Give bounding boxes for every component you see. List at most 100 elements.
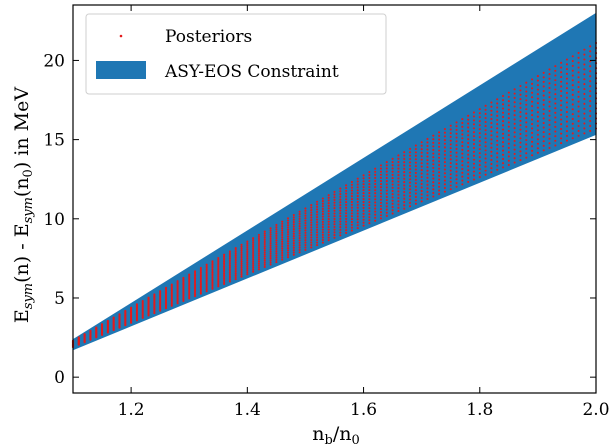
posterior-point	[246, 253, 249, 257]
posterior-point	[286, 253, 290, 256]
posterior-point	[513, 96, 516, 99]
posterior-point	[252, 256, 255, 260]
posterior-point	[240, 251, 243, 254]
posterior-point	[449, 154, 452, 157]
posterior-point	[298, 225, 301, 228]
posterior-point	[205, 283, 208, 287]
posterior-point	[263, 259, 266, 262]
posterior-point	[542, 131, 545, 134]
posterior-point	[432, 141, 435, 144]
posterior-point	[548, 77, 551, 80]
posterior-point	[292, 218, 295, 221]
posterior-point	[304, 226, 307, 230]
posterior-point	[211, 278, 214, 281]
posterior-point	[443, 186, 446, 190]
posterior-point	[478, 140, 481, 143]
posterior-point	[426, 197, 429, 200]
posterior-point	[519, 141, 522, 144]
posterior-point	[211, 286, 214, 289]
posterior-point	[223, 257, 226, 260]
posterior-point	[223, 255, 226, 258]
posterior-point	[356, 200, 359, 203]
posterior-point	[490, 154, 493, 157]
posterior-point	[484, 121, 487, 124]
posterior-point	[193, 289, 197, 292]
posterior-point	[560, 99, 563, 102]
posterior-point	[385, 211, 388, 214]
posterior-point	[519, 102, 522, 105]
posterior-point	[432, 191, 435, 194]
posterior-point	[275, 261, 278, 264]
posterior-point	[333, 204, 336, 207]
posterior-point	[350, 183, 353, 186]
posterior-point	[345, 220, 348, 223]
posterior-point	[531, 78, 534, 81]
posterior-point	[583, 83, 586, 86]
posterior-point	[286, 226, 290, 229]
posterior-point	[257, 246, 261, 249]
posterior-point	[461, 175, 464, 178]
posterior-point	[182, 276, 185, 279]
posterior-point	[467, 169, 470, 172]
posterior-point	[263, 261, 266, 264]
posterior-point	[426, 187, 429, 190]
posterior-point	[316, 200, 319, 203]
posterior-point	[298, 215, 301, 218]
posterior-point	[496, 127, 499, 130]
posterior-point	[275, 243, 278, 246]
posterior-point	[577, 125, 580, 128]
posterior-point	[391, 189, 394, 193]
posterior-point	[252, 260, 255, 263]
posterior-point	[501, 153, 505, 156]
posterior-point	[286, 221, 290, 224]
posterior-point	[310, 233, 313, 237]
posterior-point	[112, 316, 115, 319]
posterior-point	[199, 288, 202, 291]
posterior-point	[414, 202, 417, 205]
posterior-point	[205, 280, 208, 283]
posterior-point	[385, 192, 388, 195]
posterior-point	[432, 188, 435, 191]
posterior-point	[211, 263, 214, 266]
posterior-point	[205, 287, 208, 290]
posterior-point	[571, 93, 574, 96]
posterior-point	[560, 90, 563, 93]
posterior-point	[310, 226, 313, 229]
posterior-point	[531, 96, 534, 99]
posterior-point	[286, 247, 290, 250]
posterior-point	[286, 228, 290, 231]
posterior-point	[397, 183, 400, 186]
posterior-point	[374, 207, 377, 210]
posterior-point	[263, 232, 266, 235]
posterior-point	[339, 220, 342, 223]
posterior-point	[496, 110, 499, 113]
posterior-point	[298, 244, 301, 247]
posterior-point	[217, 276, 220, 280]
posterior-point	[449, 176, 452, 180]
posterior-point	[519, 98, 522, 101]
posterior-point	[507, 112, 510, 115]
posterior-point	[525, 81, 528, 84]
posterior-point	[118, 313, 121, 316]
posterior-point	[571, 88, 574, 92]
posterior-point	[519, 154, 522, 157]
posterior-point	[490, 138, 493, 141]
posterior-point	[316, 228, 319, 231]
posterior-point	[490, 162, 493, 166]
posterior-point	[536, 151, 539, 154]
posterior-point	[205, 285, 208, 288]
posterior-point	[577, 71, 580, 74]
posterior-point	[228, 264, 231, 267]
posterior-point	[542, 126, 545, 129]
posterior-point	[461, 152, 464, 155]
posterior-point	[147, 296, 150, 299]
posterior-point	[432, 177, 435, 180]
posterior-point	[438, 134, 441, 138]
posterior-point	[455, 151, 458, 154]
posterior-point	[269, 233, 272, 236]
posterior-point	[333, 212, 336, 215]
posterior-point	[327, 204, 330, 207]
posterior-point	[327, 207, 330, 210]
posterior-point	[391, 177, 394, 180]
posterior-point	[565, 134, 568, 137]
